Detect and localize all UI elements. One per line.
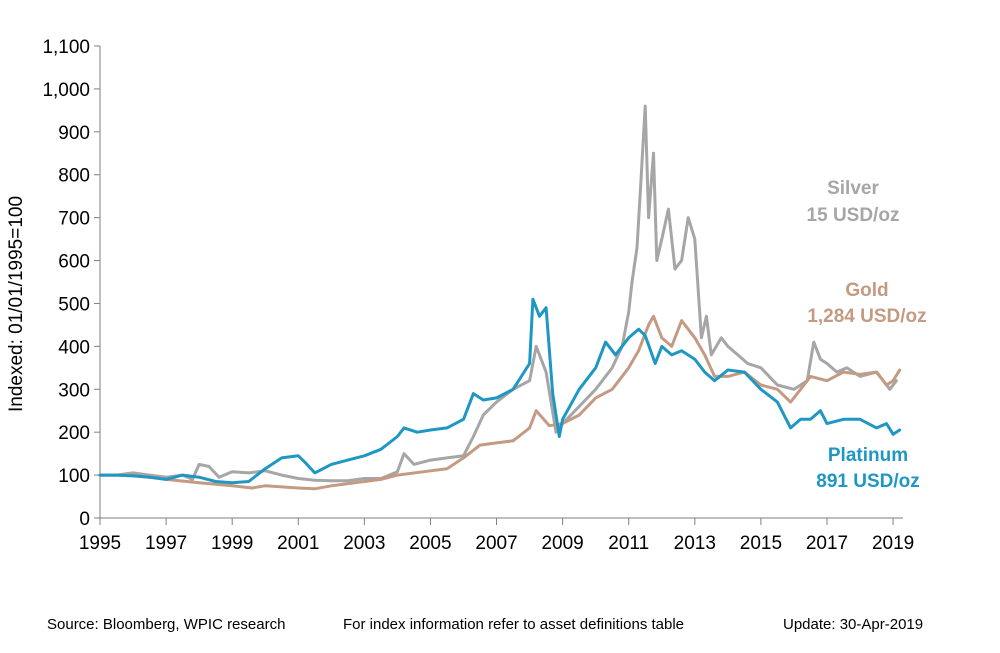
y-tick-label: 900 <box>58 123 90 144</box>
source-note: Source: Bloomberg, WPIC research <box>47 616 286 633</box>
platinum-label: Platinum <box>828 445 908 466</box>
x-tick-label: 2019 <box>872 533 914 554</box>
y-tick-label: 300 <box>58 380 90 401</box>
gold-price: 1,284 USD/oz <box>807 306 926 327</box>
silver-label: Silver <box>827 178 879 199</box>
y-tick-label: 0 <box>79 509 90 530</box>
series-line-silver <box>98 104 898 483</box>
y-tick-label: 600 <box>58 252 90 273</box>
y-tick-label: 700 <box>58 209 90 230</box>
y-tick-label: 400 <box>58 337 90 358</box>
y-tick-label: 1,100 <box>42 37 90 58</box>
index-note: For index information refer to asset def… <box>343 616 685 633</box>
y-axis: 0 100 200 300 400 500 600 700 800 900 1,000 1,100 <box>42 37 101 530</box>
x-tick-label: 1997 <box>145 533 187 554</box>
series-annotations: Silver 15 USD/oz Gold 1,284 USD/oz Plati… <box>807 178 927 492</box>
y-tick-label: 1,000 <box>42 80 90 101</box>
x-axis: 1995 1997 1999 2001 2003 2005 2007 2009 2011 2013… <box>79 517 914 554</box>
y-tick-label: 100 <box>58 466 90 487</box>
x-tick-label: 2005 <box>409 533 451 554</box>
gold-label: Gold <box>845 280 888 301</box>
silver-price: 15 USD/oz <box>807 205 900 226</box>
series-line-gold <box>98 314 902 491</box>
update-date: Update: 30-Apr-2019 <box>783 616 924 633</box>
x-tick-label: 2001 <box>277 533 319 554</box>
x-tick-label: 2013 <box>674 533 716 554</box>
y-axis-title: Indexed: 01/01/1995=100 <box>6 196 27 412</box>
y-tick-label: 800 <box>58 166 90 187</box>
y-tick-label: 500 <box>58 294 90 315</box>
x-tick-label: 2011 <box>608 533 649 554</box>
x-tick-label: 2015 <box>740 533 782 554</box>
x-tick-label: 2017 <box>806 533 848 554</box>
x-tick-label: 2003 <box>343 533 385 554</box>
platinum-price: 891 USD/oz <box>816 471 919 492</box>
x-tick-label: 1995 <box>79 533 121 554</box>
x-tick-label: 2007 <box>475 533 517 554</box>
series-lines <box>98 104 902 491</box>
y-tick-label: 200 <box>58 423 90 444</box>
x-tick-label: 1999 <box>211 533 253 554</box>
x-tick-label: 2009 <box>541 533 583 554</box>
series-line-platinum <box>98 297 902 485</box>
